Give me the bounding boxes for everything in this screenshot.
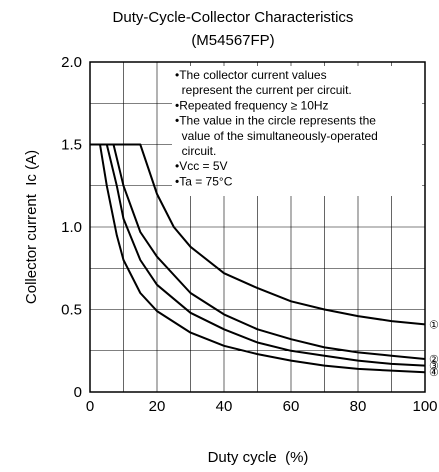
x-tick-label: 60 (283, 398, 300, 415)
curve-label-3: ③ (429, 361, 439, 373)
annotation-box (172, 66, 422, 196)
series-curve-3 (90, 143, 426, 367)
y-tick-label: 1.0 (61, 219, 82, 236)
annotation-line: circuit. (175, 144, 216, 158)
series-curve-2 (90, 143, 426, 360)
x-tick-label: 20 (149, 398, 166, 415)
curve-label-4: ④ (429, 367, 439, 379)
y-tick-label: 0 (74, 384, 82, 401)
y-tick-label: 1.5 (61, 137, 82, 154)
annotation-line: •Repeated frequency ≥ 10Hz (175, 98, 329, 112)
chart-subtitle: (M54567FP) (191, 32, 274, 49)
curve-label-1: ① (429, 319, 439, 331)
annotation-line: represent the current per circuit. (175, 83, 352, 97)
x-tick-label: 40 (216, 398, 233, 415)
annotation-line: •Vcc = 5V (175, 159, 228, 173)
x-tick-label: 80 (350, 398, 367, 415)
plot-area-frame (89, 61, 426, 393)
x-tick-labels: 0 20 40 60 80 100 (86, 398, 438, 415)
y-tick-label: 0.5 (61, 302, 82, 319)
y-tick-labels: 0 0.5 1.0 1.5 2.0 (61, 54, 82, 401)
x-tick-label: 0 (86, 398, 94, 415)
annotation-line: •The collector current values (175, 68, 327, 82)
series-curves (90, 143, 426, 374)
series-curve-1 (90, 143, 426, 326)
annotation-line: •The value in the circle represents the (175, 114, 376, 128)
x-axis-label: Duty cycle (%) (208, 449, 309, 466)
series-curve-4 (90, 143, 426, 374)
curve-label-2: ② (429, 354, 439, 366)
annotation-line: •Ta = 75°C (175, 174, 233, 188)
annotation-notes: •The collector current values represent … (175, 68, 378, 188)
y-axis-label: Collector current Ic (A) (23, 150, 40, 304)
chart-title: Duty-Cycle-Collector Characteristics (113, 9, 354, 26)
annotation-line: value of the simultaneously-operated (175, 129, 378, 143)
y-tick-label: 2.0 (61, 54, 82, 71)
curve-labels: ① ②③④ (429, 319, 439, 379)
x-tick-label: 100 (412, 398, 437, 415)
